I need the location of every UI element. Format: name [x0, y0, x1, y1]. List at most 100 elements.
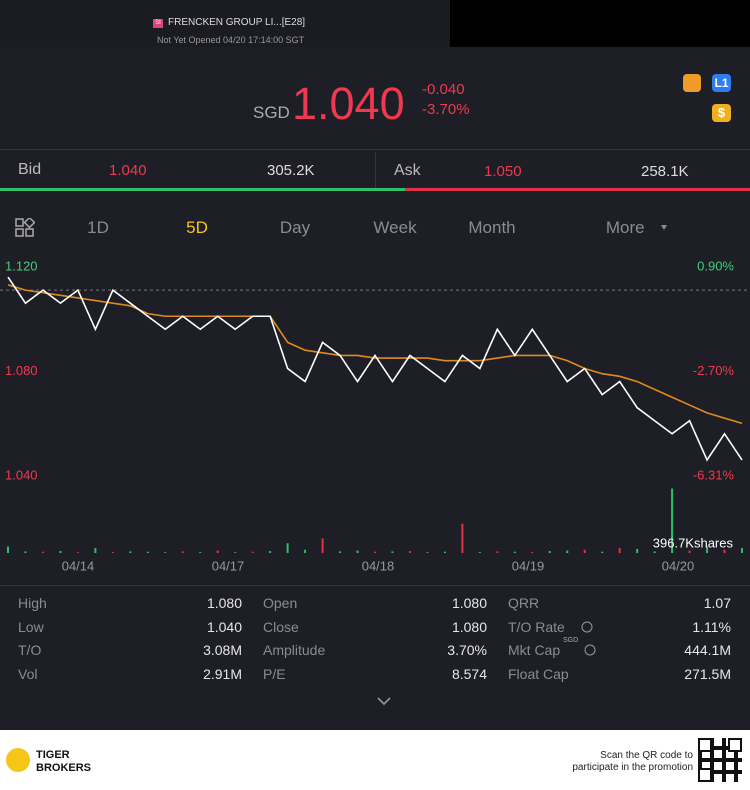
volume-bar [443, 551, 446, 553]
stat-label: Mkt Cap [508, 642, 561, 658]
qr-cell [722, 770, 726, 774]
y-tick-label: 1.120 [5, 258, 38, 273]
volume-bar [356, 550, 359, 553]
qr-cell [718, 758, 722, 762]
stat-value: 2.91M [203, 665, 242, 682]
qr-cell [698, 762, 702, 766]
qr-cell [734, 758, 738, 762]
stat-label: T/O Rate [508, 618, 565, 635]
tab[interactable]: Day [279, 218, 311, 237]
sep [375, 152, 376, 188]
qr-cell [734, 766, 738, 770]
layout-icon[interactable] [15, 218, 35, 238]
volume-bar [374, 551, 376, 553]
volume-bar [531, 552, 534, 553]
qr-cell [722, 762, 726, 766]
line-price [7, 276, 743, 462]
qr-cell [702, 758, 706, 762]
stat-label: Open [263, 595, 298, 611]
stat-label: Low [18, 618, 44, 635]
qr-code[interactable] [698, 738, 742, 782]
volume-bar [94, 548, 97, 553]
qr-cell [722, 742, 726, 746]
header-blank [450, 0, 750, 47]
qr-cell [710, 754, 714, 758]
price: 1.040 [292, 78, 405, 129]
qr-cell [718, 746, 722, 750]
qr-cell [722, 766, 726, 770]
volume-bar [41, 551, 44, 553]
stat-value: 1.080 [206, 595, 242, 611]
stat-label: Float Cap [508, 665, 569, 682]
tab[interactable]: 5D [186, 218, 208, 237]
qr-cell [734, 778, 738, 782]
change-pct: -3.70% [422, 101, 470, 118]
tab[interactable]: Week [373, 218, 417, 237]
volume-bar [566, 550, 569, 553]
y2-tick-label: -6.31% [693, 467, 735, 482]
brand: BROKERS [36, 762, 92, 774]
info-icon[interactable] [581, 621, 593, 633]
info-icon[interactable] [584, 644, 596, 656]
bid-size: 305.2K [267, 162, 315, 179]
stat-label: QRR [508, 595, 540, 611]
qr-cell [722, 758, 726, 762]
ask-size: 258.1K [641, 163, 689, 180]
x-tick-label: 04/19 [512, 558, 545, 573]
volume-bar [583, 549, 586, 553]
qr-cell [722, 738, 726, 742]
volume-bar [216, 550, 219, 553]
icon-dollar[interactable]: $ [712, 104, 731, 122]
change: -0.040 [422, 81, 465, 98]
x-tick-label: 04/20 [662, 558, 695, 573]
stat-label: P/E [263, 665, 286, 682]
qr-cell [738, 758, 742, 762]
volume-bar [111, 552, 114, 553]
tab[interactable]: 1D [87, 218, 109, 237]
tab[interactable]: More [605, 218, 645, 237]
stat-label: High [18, 595, 47, 611]
stat-label: Amplitude [263, 642, 326, 658]
stat-value: 1.11% [692, 618, 731, 635]
icon-level1[interactable]: L1 [712, 74, 731, 92]
volume-bar [513, 551, 516, 553]
volume-bar [601, 551, 604, 553]
stat-label: Close [263, 618, 299, 635]
qr-cell [714, 746, 718, 750]
volume-bar [496, 551, 499, 553]
ticker: FRENCKEN GROUP LI...[E28] [168, 17, 306, 28]
qr-cell [734, 754, 738, 758]
volume-bar [688, 550, 691, 553]
qr-cell [718, 770, 722, 774]
stat-label: T/O [18, 642, 42, 658]
ask-label: Ask [394, 162, 421, 179]
qr-cell [710, 758, 714, 762]
qr-cell [722, 750, 726, 754]
footer [0, 730, 750, 790]
volume-bar [59, 551, 62, 553]
mkt-cap-unit: SGD [563, 637, 579, 644]
qr-cell [722, 746, 726, 750]
qr-cell [698, 758, 702, 762]
stat-value: 1.040 [206, 618, 242, 635]
volume-bar [269, 551, 272, 553]
qr-cell [730, 770, 734, 774]
volume-bar [653, 551, 656, 553]
qr-cell [738, 770, 742, 774]
bid-price: 1.040 [109, 162, 147, 179]
more-caret [661, 225, 667, 230]
stat-value: 3.08M [203, 642, 242, 658]
y-tick-label: 1.040 [5, 467, 38, 482]
volume-bar [618, 548, 621, 553]
qr-cell [734, 770, 738, 774]
badge: SI [153, 19, 163, 28]
volume-bar [548, 551, 551, 553]
tab[interactable]: Month [468, 218, 516, 237]
stat-value: 271.5M [684, 665, 731, 682]
expand[interactable] [376, 696, 392, 706]
volume-bar [339, 551, 342, 553]
icon-orange[interactable] [683, 74, 701, 92]
stat-value: 8.574 [451, 665, 487, 682]
y2-tick-label: -2.70% [693, 363, 735, 378]
